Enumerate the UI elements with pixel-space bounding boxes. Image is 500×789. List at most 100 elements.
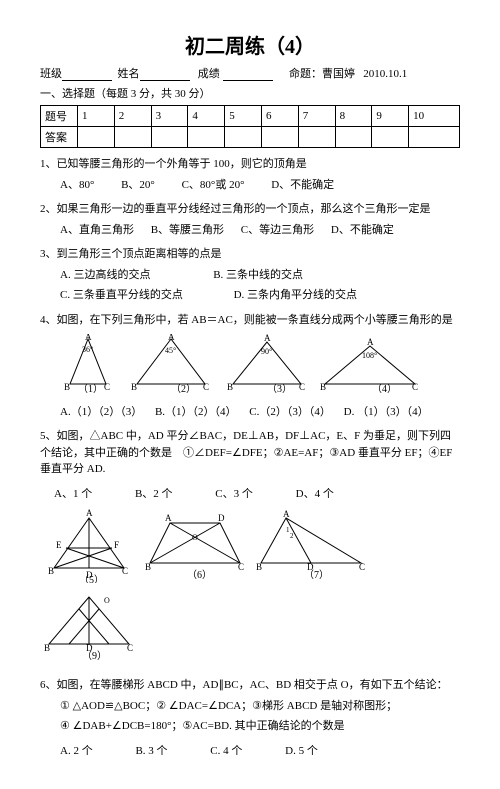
svg-text:A: A xyxy=(165,513,172,523)
svg-text:A: A xyxy=(283,509,290,519)
q3-d: D. 三条内角平分线的交点 xyxy=(234,287,357,304)
th-1: 1 xyxy=(78,106,115,127)
q6-a: A. 2 个 xyxy=(60,743,93,760)
q2-c: C、等边三角形 xyxy=(241,222,314,239)
th-num: 题号 xyxy=(41,106,78,127)
q5-fig9: OBDC（9） xyxy=(44,589,134,670)
svg-text:45°: 45° xyxy=(165,346,176,355)
q4-fig4: A108°B（4）C xyxy=(320,334,420,400)
svg-text:（1）: （1） xyxy=(78,383,103,394)
q1-b: B、20° xyxy=(121,177,155,194)
svg-text:B: B xyxy=(64,382,70,392)
section1-title: 一、选择题（每题 3 分，共 30 分） xyxy=(40,85,460,101)
svg-text:（3）: （3） xyxy=(267,383,292,394)
q4-c: C.（2）（3）（4） xyxy=(249,404,331,421)
q5-a: A、1 个 xyxy=(54,486,92,503)
svg-text:B: B xyxy=(131,382,137,392)
svg-text:D: D xyxy=(218,513,225,523)
ans-9 xyxy=(372,127,409,148)
svg-text:B: B xyxy=(44,643,50,653)
class-label: 班级 xyxy=(40,65,62,81)
q6: 6、如图，在等腰梯形 ABCD 中，AD∥BC，AC、BD 相交于点 O，有如下… xyxy=(40,677,460,759)
svg-text:B: B xyxy=(256,562,262,572)
q1-c: C、80°或 20° xyxy=(182,177,245,194)
q5-text: 5、如图，△ABC 中，AD 平分∠BAC，DE⊥AB，DF⊥AC，E、F 为垂… xyxy=(40,428,460,478)
svg-text:C: C xyxy=(104,382,110,392)
q1-text: 1、已知等腰三角形的一个外角等于 100，则它的顶角是 xyxy=(40,156,460,173)
name-blank xyxy=(140,68,190,81)
th-3: 3 xyxy=(151,106,188,127)
svg-text:（9）: （9） xyxy=(82,650,107,662)
svg-text:F: F xyxy=(114,540,119,550)
q5-b: B、2 个 xyxy=(135,486,173,503)
svg-text:90°: 90° xyxy=(261,347,272,356)
svg-text:C: C xyxy=(238,562,244,572)
q3-c: C. 三条垂直平分线的交点 xyxy=(60,287,183,304)
q2-d: D、不能确定 xyxy=(331,222,394,239)
th-7: 7 xyxy=(298,106,335,127)
page-title: 初二周练（4） xyxy=(40,30,460,59)
author: 曹国婷 xyxy=(322,65,355,81)
svg-text:A: A xyxy=(168,334,175,342)
th-5: 5 xyxy=(225,106,262,127)
q4-a: A.（1）（2）（3） xyxy=(60,404,142,421)
q2-text: 2、如果三角形一边的垂直平分线经过三角形的一个顶点，那么这个三角形一定是 xyxy=(40,201,460,218)
svg-text:C: C xyxy=(127,643,133,653)
svg-text:B: B xyxy=(48,566,54,576)
q6-c: C. 4 个 xyxy=(210,743,242,760)
svg-text:C: C xyxy=(359,562,365,572)
th-8: 8 xyxy=(335,106,372,127)
svg-text:（4）: （4） xyxy=(372,383,397,394)
author-label: 命题： xyxy=(289,65,322,81)
svg-text:C: C xyxy=(122,566,128,576)
q5-fig6: ADBCO（6） xyxy=(145,508,245,589)
q5-fig5: AEFBDC（5） xyxy=(44,508,134,589)
q6-d: D. 5 个 xyxy=(285,743,318,760)
svg-text:B: B xyxy=(227,382,233,392)
ans-6 xyxy=(261,127,298,148)
score-blank xyxy=(223,68,273,81)
answer-table: 题号 1 2 3 4 5 6 7 8 9 10 答案 xyxy=(40,105,460,148)
q4-fig1: A 36° B C（1） xyxy=(58,334,118,400)
svg-text:2: 2 xyxy=(290,532,294,540)
ans-5 xyxy=(225,127,262,148)
q3-a: A. 三边高线的交点 xyxy=(60,267,150,284)
q1-a: A、80° xyxy=(60,177,94,194)
score-label: 成绩 xyxy=(198,65,220,81)
q4-text: 4、如图，在下列三角形中，若 AB＝AC，则能被一条直线分成两个小等腰三角形的是 xyxy=(40,312,460,329)
th-4: 4 xyxy=(188,106,225,127)
q5-fig7: ABDC12（7） xyxy=(256,508,366,589)
th-6: 6 xyxy=(261,106,298,127)
q5-d: D、4 个 xyxy=(296,486,334,503)
svg-text:36°: 36° xyxy=(82,345,93,354)
q4-fig3: A90°B（3）C xyxy=(225,334,310,400)
q5: 5、如图，△ABC 中，AD 平分∠BAC，DE⊥AB，DF⊥AC，E、F 为垂… xyxy=(40,428,460,669)
svg-text:（5）: （5） xyxy=(79,574,104,583)
svg-text:（6）: （6） xyxy=(187,569,212,581)
header-line: 班级 姓名 成绩 命题：曹国婷 2010.10.1 xyxy=(40,65,460,81)
q1: 1、已知等腰三角形的一个外角等于 100，则它的顶角是 A、80° B、20° … xyxy=(40,156,460,193)
th-9: 9 xyxy=(372,106,409,127)
q4-d: D. （1）（3）（4） xyxy=(344,404,429,421)
q1-d: D、不能确定 xyxy=(271,177,334,194)
svg-text:（7）: （7） xyxy=(304,569,329,581)
th-2: 2 xyxy=(114,106,151,127)
svg-text:C: C xyxy=(299,382,305,392)
q4-fig2: A45°B（2）C xyxy=(129,334,214,400)
q2: 2、如果三角形一边的垂直平分线经过三角形的一个顶点，那么这个三角形一定是 A、直… xyxy=(40,201,460,238)
ans-7 xyxy=(298,127,335,148)
ans-4 xyxy=(188,127,225,148)
ans-8 xyxy=(335,127,372,148)
ans-10 xyxy=(409,127,460,148)
q4-b: B.（1）（2）（4） xyxy=(155,404,237,421)
q2-b: B、等腰三角形 xyxy=(151,222,224,239)
q6-text: 6、如图，在等腰梯形 ABCD 中，AD∥BC，AC、BD 相交于点 O，有如下… xyxy=(40,677,460,694)
svg-text:A: A xyxy=(86,508,93,518)
svg-text:A: A xyxy=(85,334,92,342)
svg-text:A: A xyxy=(367,337,374,347)
svg-text:B: B xyxy=(145,562,151,572)
svg-text:B: B xyxy=(320,382,326,392)
name-label: 姓名 xyxy=(118,65,140,81)
q4: 4、如图，在下列三角形中，若 AB＝AC，则能被一条直线分成两个小等腰三角形的是… xyxy=(40,312,460,421)
date: 2010.10.1 xyxy=(363,68,407,80)
